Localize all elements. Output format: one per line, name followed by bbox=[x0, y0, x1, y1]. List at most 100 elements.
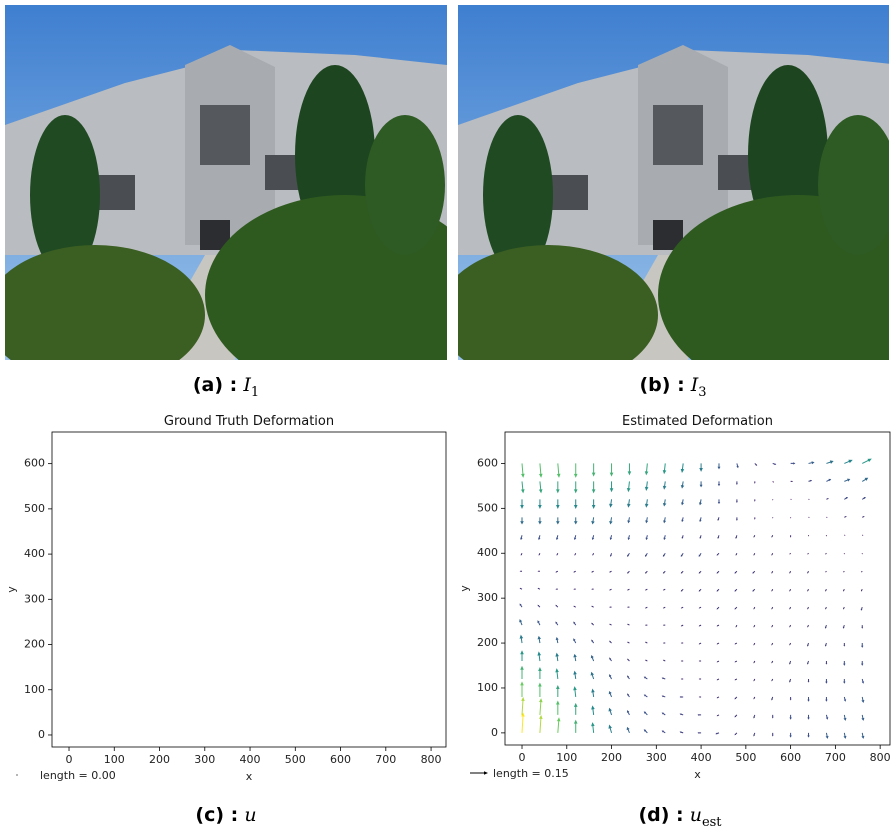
x-tick-label: 500 bbox=[285, 753, 306, 766]
quiver-arrow bbox=[520, 535, 522, 540]
quiver-arrow bbox=[791, 481, 793, 482]
quiver-arrow bbox=[826, 661, 828, 665]
quiver-arrow bbox=[789, 553, 791, 555]
caption-symbol: u bbox=[690, 804, 702, 826]
quiver-arrow bbox=[574, 535, 576, 540]
quiver-arrow bbox=[557, 553, 559, 556]
quiver-arrow bbox=[663, 481, 667, 489]
quiver-key-arrow bbox=[470, 771, 488, 775]
quiver-arrow bbox=[717, 643, 720, 645]
quiver-arrow bbox=[825, 553, 827, 555]
photo-i1 bbox=[0, 5, 485, 395]
quiver-arrow bbox=[772, 715, 774, 719]
quiver-arrow bbox=[520, 604, 523, 608]
quiver-arrow bbox=[717, 517, 719, 521]
plot-frame bbox=[52, 432, 446, 747]
quiver-arrow bbox=[772, 499, 773, 500]
quiver-arrow bbox=[574, 463, 578, 477]
quiver-arrow bbox=[555, 653, 559, 661]
quiver-arrow bbox=[752, 571, 755, 574]
quiver-arrow bbox=[717, 697, 720, 699]
quiver-arrow bbox=[736, 625, 738, 628]
caption: (a) : I1 bbox=[193, 374, 259, 400]
y-tick-label: 100 bbox=[24, 683, 45, 696]
quiver-arrow bbox=[681, 481, 685, 488]
quiver-arrow bbox=[645, 642, 648, 644]
quiver-arrow bbox=[789, 625, 791, 628]
quiver-arrow bbox=[699, 696, 701, 697]
quiver-arrow bbox=[573, 654, 577, 661]
caption-tag: (c) : bbox=[195, 804, 238, 826]
quiver-arrow bbox=[697, 732, 701, 734]
quiver-arrow bbox=[771, 607, 773, 610]
quiver-arrow bbox=[627, 693, 630, 697]
quiver-arrow bbox=[699, 499, 702, 505]
quiver-arrow bbox=[520, 499, 524, 509]
quiver-arrow bbox=[862, 516, 865, 518]
quiver-arrow bbox=[609, 657, 612, 661]
quiver-arrow bbox=[754, 607, 756, 610]
quiver-arrow bbox=[591, 606, 594, 608]
quiver-arrow bbox=[717, 679, 720, 681]
quiver-arrow bbox=[825, 643, 827, 647]
quiver-arrow bbox=[825, 589, 827, 592]
quiver-arrow bbox=[807, 571, 809, 574]
quiver-arrow bbox=[754, 517, 755, 519]
quiver-arrow bbox=[735, 535, 737, 539]
quiver-arrow bbox=[556, 701, 560, 715]
y-tick-label: 200 bbox=[24, 638, 45, 651]
quiver-arrow bbox=[736, 463, 738, 468]
quiver-arrow bbox=[736, 481, 738, 485]
quiver-arrow bbox=[591, 623, 594, 626]
quiver-arrow bbox=[843, 679, 845, 684]
quiver-arrow bbox=[537, 651, 541, 661]
quiver-arrow bbox=[591, 571, 594, 573]
x-tick-label: 300 bbox=[646, 751, 667, 764]
chart-title: Estimated Deformation bbox=[622, 414, 773, 429]
quiver-arrow bbox=[555, 668, 559, 679]
quiver-arrow bbox=[663, 571, 666, 574]
quiver-arrow bbox=[771, 643, 773, 646]
quiver-arrow bbox=[573, 671, 577, 679]
x-tick-label: 800 bbox=[870, 751, 891, 764]
quiver-arrow bbox=[591, 639, 594, 643]
quiver-arrow bbox=[862, 459, 872, 464]
caption-tag: (b) : bbox=[639, 374, 684, 396]
quiver-arrow bbox=[789, 607, 791, 610]
quiver-arrow bbox=[807, 661, 809, 665]
quiver-arrow bbox=[645, 481, 649, 491]
y-tick-label: 0 bbox=[38, 728, 45, 741]
quiver-arrow bbox=[520, 571, 522, 572]
quiver-arrow bbox=[539, 715, 543, 733]
quiver-arrow bbox=[627, 710, 630, 715]
quiver-arrow bbox=[627, 675, 630, 679]
quiver-arrow bbox=[717, 553, 720, 556]
quiver-arrow bbox=[520, 666, 524, 679]
quiver-arrow bbox=[717, 661, 720, 663]
quiver-arrow bbox=[771, 679, 773, 682]
quiver-arrow bbox=[807, 643, 809, 647]
quiver-arrow bbox=[573, 638, 576, 643]
quiver-arrow bbox=[592, 499, 596, 509]
y-tick-label: 600 bbox=[24, 457, 45, 470]
x-tick-label: 100 bbox=[104, 753, 125, 766]
x-axis-label: x bbox=[694, 768, 701, 781]
quiver-arrow bbox=[681, 678, 683, 679]
quiver-arrow bbox=[861, 607, 863, 611]
quiver-arrow bbox=[718, 481, 720, 486]
quiver-arrow bbox=[627, 571, 630, 574]
y-axis-label: y bbox=[5, 586, 18, 593]
quiver-arrow bbox=[734, 661, 737, 663]
quiver-arrow bbox=[773, 463, 777, 465]
quiver-arrow bbox=[663, 624, 665, 625]
quiver-arrow bbox=[861, 643, 863, 648]
quiver-arrow bbox=[789, 733, 791, 738]
quiver-arrow bbox=[627, 607, 629, 608]
quiver-arrow bbox=[520, 635, 524, 643]
quiver-arrow bbox=[861, 697, 864, 703]
quiver-arrow bbox=[555, 605, 558, 608]
caption-subscript: 1 bbox=[251, 385, 259, 400]
quiver-arrow bbox=[809, 499, 810, 500]
y-tick-label: 400 bbox=[477, 546, 498, 559]
quiver-arrow bbox=[826, 517, 827, 518]
